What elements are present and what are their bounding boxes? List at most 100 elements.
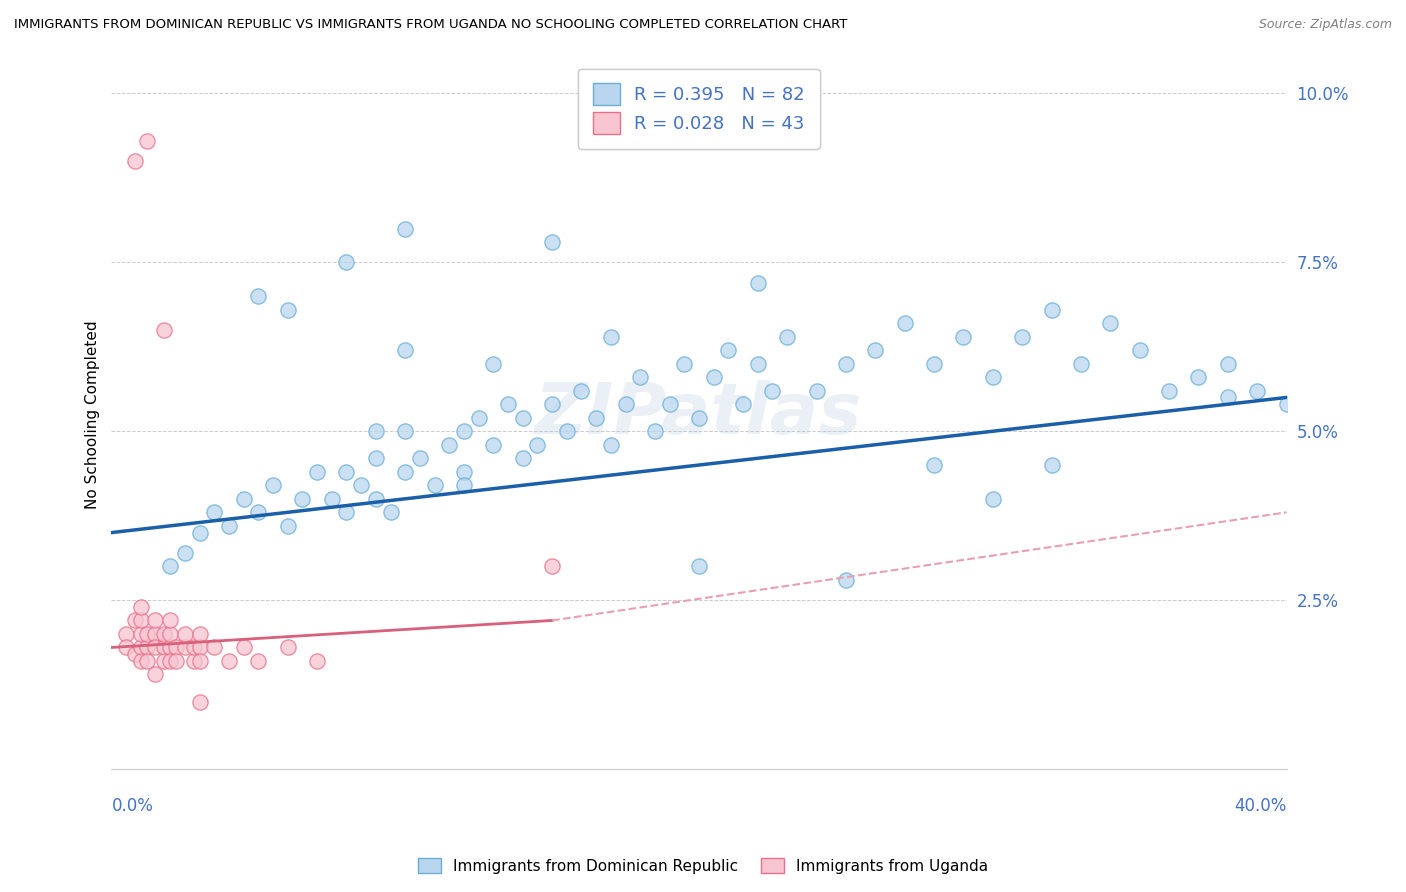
Point bbox=[1070, 357, 1092, 371]
Point bbox=[496, 397, 519, 411]
Point bbox=[124, 614, 146, 628]
Point bbox=[865, 343, 887, 358]
Point bbox=[599, 329, 621, 343]
Point bbox=[453, 478, 475, 492]
Point bbox=[585, 410, 607, 425]
Point bbox=[350, 478, 373, 492]
Text: IMMIGRANTS FROM DOMINICAN REPUBLIC VS IMMIGRANTS FROM UGANDA NO SCHOOLING COMPLE: IMMIGRANTS FROM DOMINICAN REPUBLIC VS IM… bbox=[14, 18, 848, 31]
Point bbox=[159, 627, 181, 641]
Point bbox=[733, 397, 755, 411]
Point bbox=[277, 640, 299, 655]
Point bbox=[364, 424, 387, 438]
Legend: R = 0.395   N = 82, R = 0.028   N = 43: R = 0.395 N = 82, R = 0.028 N = 43 bbox=[578, 69, 820, 149]
Point bbox=[512, 451, 534, 466]
Point bbox=[173, 627, 195, 641]
Point bbox=[541, 559, 564, 574]
Point bbox=[806, 384, 828, 398]
Point bbox=[247, 289, 270, 303]
Point bbox=[482, 438, 505, 452]
Point bbox=[776, 329, 799, 343]
Point bbox=[277, 518, 299, 533]
Point bbox=[1099, 316, 1122, 330]
Point bbox=[453, 465, 475, 479]
Point bbox=[1246, 384, 1268, 398]
Point bbox=[135, 654, 157, 668]
Point bbox=[335, 465, 357, 479]
Point bbox=[335, 505, 357, 519]
Point bbox=[115, 640, 138, 655]
Point bbox=[335, 255, 357, 269]
Point bbox=[364, 451, 387, 466]
Point bbox=[173, 640, 195, 655]
Point bbox=[129, 654, 152, 668]
Point bbox=[188, 640, 211, 655]
Point bbox=[277, 302, 299, 317]
Point bbox=[188, 654, 211, 668]
Point bbox=[380, 505, 402, 519]
Point bbox=[571, 384, 593, 398]
Point bbox=[124, 153, 146, 168]
Point bbox=[1011, 329, 1033, 343]
Point bbox=[512, 410, 534, 425]
Point bbox=[115, 627, 138, 641]
Point bbox=[247, 505, 270, 519]
Point bbox=[153, 640, 176, 655]
Point bbox=[673, 357, 696, 371]
Point bbox=[145, 640, 167, 655]
Point bbox=[981, 370, 1004, 384]
Point bbox=[135, 134, 157, 148]
Point bbox=[1216, 357, 1239, 371]
Point bbox=[439, 438, 461, 452]
Point bbox=[153, 323, 176, 337]
Point bbox=[129, 614, 152, 628]
Point bbox=[761, 384, 783, 398]
Point bbox=[188, 694, 211, 708]
Y-axis label: No Schooling Completed: No Schooling Completed bbox=[86, 320, 100, 508]
Point bbox=[394, 424, 416, 438]
Point bbox=[423, 478, 446, 492]
Point bbox=[835, 573, 858, 587]
Point bbox=[1040, 458, 1063, 472]
Point bbox=[482, 357, 505, 371]
Text: ZIPatlas: ZIPatlas bbox=[536, 380, 863, 449]
Point bbox=[124, 647, 146, 661]
Point bbox=[555, 424, 578, 438]
Point bbox=[1129, 343, 1152, 358]
Point bbox=[153, 627, 176, 641]
Point bbox=[394, 221, 416, 235]
Point bbox=[1040, 302, 1063, 317]
Point bbox=[922, 458, 945, 472]
Point bbox=[135, 627, 157, 641]
Point bbox=[717, 343, 740, 358]
Point bbox=[1157, 384, 1180, 398]
Point bbox=[129, 627, 152, 641]
Point bbox=[262, 478, 284, 492]
Point bbox=[541, 397, 564, 411]
Point bbox=[835, 357, 858, 371]
Point bbox=[453, 424, 475, 438]
Point bbox=[1187, 370, 1209, 384]
Point bbox=[291, 491, 314, 506]
Point bbox=[218, 654, 240, 668]
Point bbox=[599, 438, 621, 452]
Point bbox=[981, 491, 1004, 506]
Point bbox=[188, 525, 211, 540]
Point bbox=[526, 438, 548, 452]
Point bbox=[307, 654, 329, 668]
Point bbox=[183, 640, 205, 655]
Point bbox=[145, 667, 167, 681]
Point bbox=[409, 451, 432, 466]
Point bbox=[247, 654, 270, 668]
Legend: Immigrants from Dominican Republic, Immigrants from Uganda: Immigrants from Dominican Republic, Immi… bbox=[412, 852, 994, 880]
Point bbox=[153, 654, 176, 668]
Point bbox=[165, 654, 187, 668]
Point bbox=[129, 599, 152, 614]
Point bbox=[159, 640, 181, 655]
Point bbox=[307, 465, 329, 479]
Point bbox=[364, 491, 387, 506]
Point bbox=[952, 329, 974, 343]
Text: 0.0%: 0.0% bbox=[111, 797, 153, 815]
Point bbox=[394, 343, 416, 358]
Point bbox=[188, 627, 211, 641]
Point bbox=[202, 640, 225, 655]
